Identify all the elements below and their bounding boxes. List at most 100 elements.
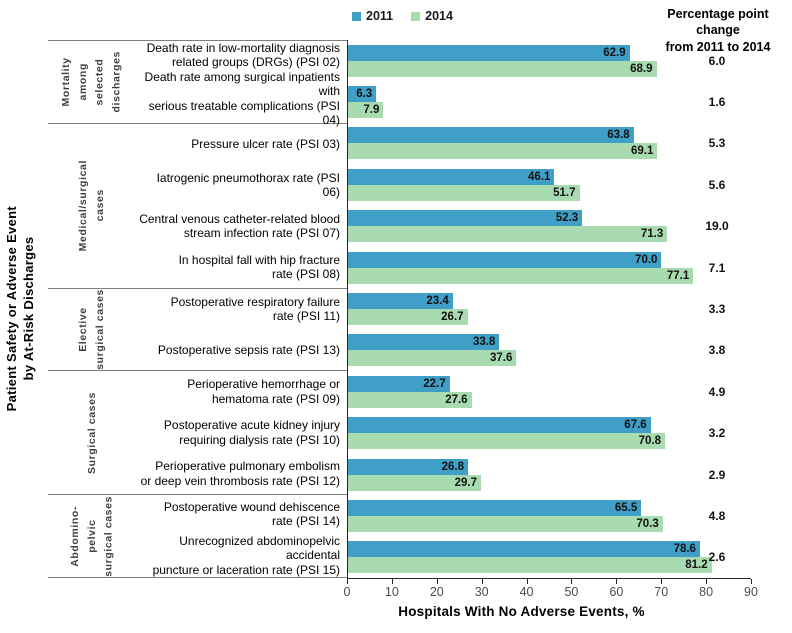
bar-2014: 81.2 — [348, 557, 712, 574]
plot-area: 62.9 68.9 6.3 7.9 63.8 69.1 46.1 51.7 52… — [347, 40, 751, 579]
category-label: In hospital fall with hip fracture rate … — [178, 252, 340, 282]
category-label: Iatrogenic pneumothorax rate (PSI 06) — [156, 170, 340, 200]
bar-value-label-2014: 70.3 — [636, 517, 659, 530]
category-label: Perioperative pulmonary embolism or deep… — [140, 459, 340, 488]
group-label: Mortality among selected discharges — [60, 51, 123, 113]
legend-item-2011: 2011 — [352, 9, 393, 23]
bar-value-label-2014: 77.1 — [666, 269, 690, 282]
bar-2014: 77.1 — [348, 267, 694, 284]
bar-value-label-2011: 52.3 — [555, 212, 579, 225]
change-value: 3.3 — [708, 302, 726, 317]
x-axis-tick-label: 10 — [384, 585, 399, 599]
category-label: Death rate in low-mortality diagnosis re… — [146, 41, 340, 70]
change-value: 3.2 — [708, 426, 726, 441]
category-label: Postoperative wound dehiscence rate (PSI… — [163, 500, 340, 529]
bar-2011: 62.9 — [348, 44, 630, 61]
category-group: Elective surgical cases Postoperative re… — [48, 289, 347, 372]
bar-value-label-2011: 70.0 — [635, 253, 658, 266]
category-label: Death rate among surgical inpatients wit… — [144, 69, 340, 127]
change-value: 2.9 — [708, 467, 726, 482]
x-axis-tick — [706, 579, 708, 584]
change-value: 1.6 — [708, 95, 726, 110]
group-label: Medical/surgical cases — [77, 160, 106, 252]
change-value: 4.9 — [708, 384, 726, 399]
legend-label-2011: 2011 — [366, 9, 394, 23]
group-label-area: Medical/surgical cases — [48, 124, 136, 288]
bar-value-label-2014: 81.2 — [685, 559, 708, 572]
legend-label-2014: 2014 — [425, 9, 453, 23]
category-group: Abdomino- pelvic surgical cases Postoper… — [48, 495, 347, 577]
bar-value-label-2014: 51.7 — [553, 186, 576, 199]
bar-2011: 67.6 — [348, 417, 651, 434]
bar-2014: 29.7 — [348, 474, 481, 491]
group-label: Elective surgical cases — [77, 289, 106, 370]
bar-2014: 7.9 — [348, 102, 384, 119]
bar-value-label-2014: 37.6 — [489, 352, 513, 365]
x-axis-tick-label: 50 — [564, 585, 579, 599]
category-label: Postoperative respiratory failure rate (… — [170, 294, 340, 323]
category-label-panel: Mortality among selected discharges Deat… — [48, 40, 347, 578]
change-column-header: Percentage point change from 2011 to 201… — [652, 6, 784, 55]
bar-2011: 33.8 — [348, 334, 500, 351]
bar-2011: 78.6 — [348, 541, 700, 558]
x-axis: 0 10 20 30 40 50 60 70 80 90 — [344, 579, 758, 603]
legend-item-2014: 2014 — [411, 9, 453, 23]
change-value: 19.0 — [705, 219, 729, 234]
x-axis-tick — [571, 579, 573, 584]
change-value: 2.6 — [708, 550, 726, 565]
category-label: Perioperative hemorrhage or hematoma rat… — [187, 377, 340, 406]
x-axis-tick-label: 60 — [609, 585, 624, 599]
x-axis-tick — [661, 579, 663, 584]
group-category-list: Perioperative hemorrhage or hematoma rat… — [136, 371, 347, 494]
x-axis-tick — [616, 579, 618, 584]
bar-value-label-2014: 29.7 — [454, 476, 477, 489]
x-axis-title: Hospitals With No Adverse Events, % — [398, 604, 645, 619]
bar-row: 46.1 51.7 — [348, 164, 751, 205]
x-axis-tick-label: 40 — [519, 585, 534, 599]
bar-value-label-2011: 46.1 — [528, 170, 551, 183]
bar-value-label-2011: 6.3 — [356, 88, 373, 101]
bar-2014: 69.1 — [348, 143, 658, 160]
x-axis-tick-label: 30 — [474, 585, 489, 599]
legend-swatch-2014-icon — [411, 11, 421, 21]
group-label: Abdomino- pelvic surgical cases — [68, 495, 115, 577]
bar-2011: 23.4 — [348, 293, 453, 310]
bar-2014: 37.6 — [348, 350, 517, 367]
bar-row: 6.3 7.9 — [348, 81, 751, 122]
bar-row: 26.8 29.7 — [348, 454, 751, 495]
category-label: Unrecognized abdominopelvic accidental p… — [152, 533, 340, 577]
group-label: Surgical cases — [85, 391, 98, 474]
change-value: 7.1 — [708, 260, 726, 275]
bar-value-label-2014: 27.6 — [445, 393, 468, 406]
bar-value-label-2011: 33.8 — [472, 336, 496, 349]
bar-2014: 71.3 — [348, 226, 668, 243]
bar-2011: 63.8 — [348, 127, 634, 144]
bar-value-label-2011: 26.8 — [441, 460, 464, 473]
bar-row: 63.8 69.1 — [348, 123, 751, 164]
bar-value-label-2014: 70.8 — [638, 435, 662, 448]
bar-value-label-2011: 67.6 — [624, 419, 647, 432]
change-value: 6.0 — [708, 53, 726, 68]
bar-2011: 22.7 — [348, 375, 450, 392]
group-category-list: Postoperative wound dehiscence rate (PSI… — [136, 495, 347, 577]
chart-legend: 2011 2014 — [352, 9, 453, 23]
bar-row: 33.8 37.6 — [348, 330, 751, 371]
bar-2011: 70.0 — [348, 251, 662, 268]
bar-row: 62.9 68.9 — [348, 40, 751, 81]
bar-2014: 70.3 — [348, 515, 663, 532]
bar-2014: 27.6 — [348, 391, 472, 408]
bar-value-label-2014: 68.9 — [630, 62, 653, 75]
bar-value-label-2011: 78.6 — [673, 543, 696, 556]
x-axis-tick-label: 90 — [744, 585, 758, 599]
change-value: 5.3 — [708, 136, 726, 151]
x-axis-tick — [526, 579, 528, 584]
category-label: Central venous catheter-related blood st… — [139, 211, 340, 241]
group-category-list: Pressure ulcer rate (PSI 03) Iatrogenic … — [136, 124, 347, 288]
bar-2014: 68.9 — [348, 60, 657, 77]
category-group: Medical/surgical cases Pressure ulcer ra… — [48, 124, 347, 289]
group-category-list: Postoperative respiratory failure rate (… — [136, 289, 347, 371]
bar-row: 67.6 70.8 — [348, 413, 751, 454]
bar-2014: 70.8 — [348, 433, 666, 450]
x-axis-tick — [481, 579, 483, 584]
group-label-area: Abdomino- pelvic surgical cases — [48, 495, 136, 577]
